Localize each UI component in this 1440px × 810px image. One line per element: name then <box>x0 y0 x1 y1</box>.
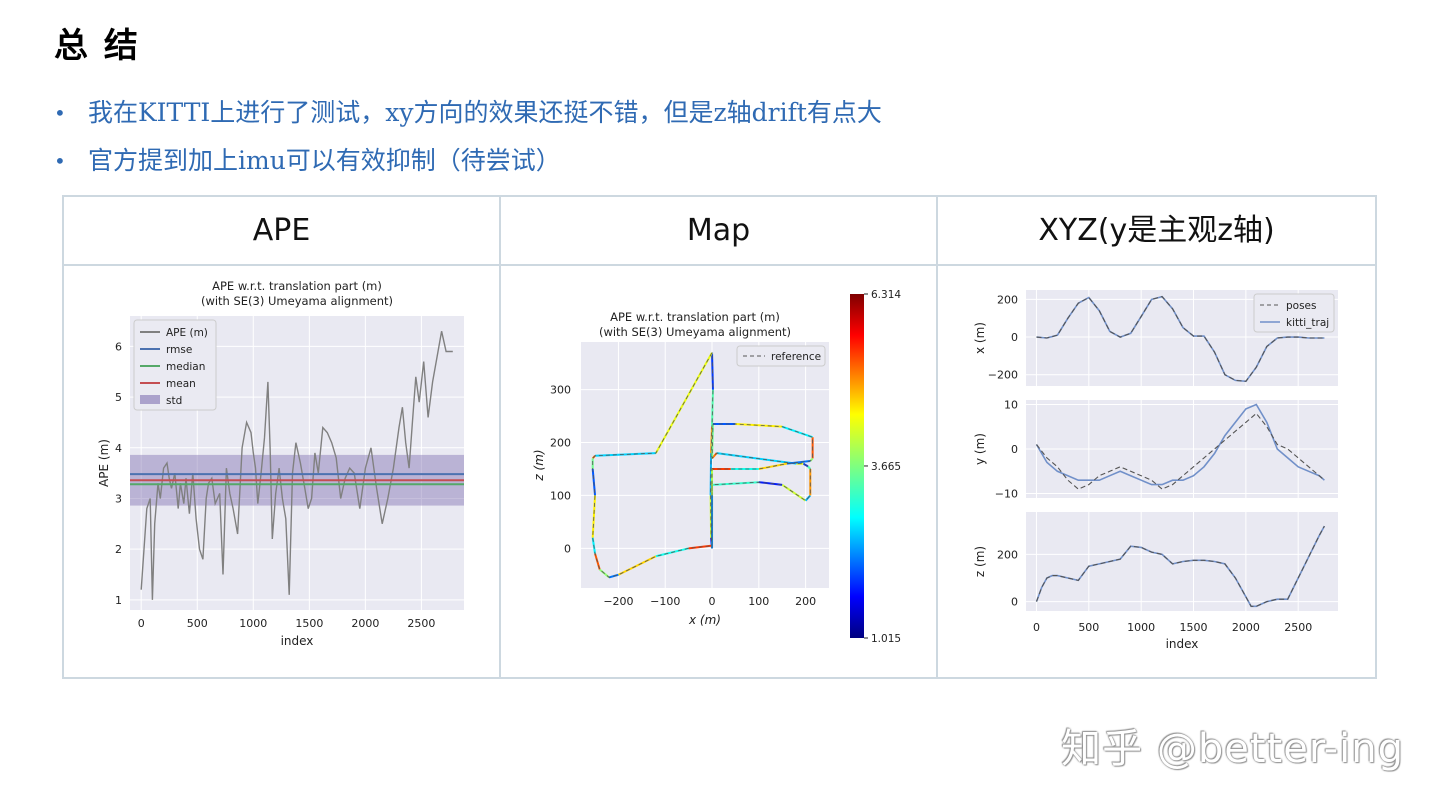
x-tick-label: 2000 <box>351 617 379 630</box>
y-tick-label: −200 <box>988 369 1018 382</box>
legend-label: median <box>166 361 205 373</box>
x-tick-label: 0 <box>709 595 716 608</box>
x-tick-label: 1000 <box>1127 621 1155 634</box>
legend-label: std <box>166 395 182 407</box>
bullet-list: • 我在KITTI上进行了测试，xy方向的效果还挺不错，但是z轴drift有点大 … <box>54 94 882 190</box>
colorbar-tick-label: 6.314 <box>871 289 901 301</box>
bullet-text: 官方提到加上imu可以有效抑制（待尝试） <box>88 146 561 175</box>
column-ape: APE 0 500 1000 1500 2000 2500 1 2 3 4 5 6 APE w.r.t.… <box>64 197 501 677</box>
chart-title: APE w.r.t. translation part (m) <box>212 279 382 293</box>
chart-subtitle: (with SE(3) Umeyama alignment) <box>599 325 791 339</box>
map-chart: −200 −100 0 100 200 0 100 200 300 APE w.r.t. tran… <box>532 289 901 645</box>
y-tick-label: 0 <box>1011 596 1018 609</box>
ape-chart: 0 500 1000 1500 2000 2500 1 2 3 4 5 6 APE w.r.t. tra… <box>97 279 464 648</box>
y-tick-label: 0 <box>1011 443 1018 456</box>
figure-table: APE 0 500 1000 1500 2000 2500 1 2 3 4 5 6 APE w.r.t.… <box>62 195 1377 679</box>
y-tick-label: 6 <box>115 340 122 353</box>
x-tick-label: 0 <box>138 617 145 630</box>
y-tick-label: −10 <box>995 488 1018 501</box>
column-map: Map −200 −100 0 100 200 0 100 200 300 APE w.r.t. … <box>501 197 938 677</box>
series-line-poses <box>1035 525 1325 607</box>
y-axis-label: APE (m) <box>97 439 111 487</box>
series-line-reference <box>592 351 814 578</box>
column-header-xyz: XYZ(y是主观z轴) <box>938 197 1375 266</box>
series-line-kitti-traj <box>1035 403 1325 486</box>
bullet-dot-icon: • <box>54 101 66 125</box>
y-tick-label: 0 <box>1011 331 1018 344</box>
y-tick-label: 4 <box>115 442 122 455</box>
y-axis-label: z (m) <box>973 546 987 577</box>
trajectory-segment <box>594 452 656 457</box>
y-tick-label: 0 <box>564 542 571 555</box>
bullet-item: • 我在KITTI上进行了测试，xy方向的效果还挺不错，但是z轴drift有点大 <box>54 94 882 142</box>
chart-subtitle: (with SE(3) Umeyama alignment) <box>201 294 393 308</box>
column-xyz: XYZ(y是主观z轴) 200 0 −200 x (m) 10 0 −10 y (m) 200 0… <box>938 197 1375 677</box>
column-header-map: Map <box>501 197 936 266</box>
legend-swatch <box>140 395 160 404</box>
y-tick-label: 10 <box>1004 398 1018 411</box>
trajectory-segment <box>617 555 657 576</box>
legend-label: APE (m) <box>166 327 208 339</box>
bullet-text: 我在KITTI上进行了测试，xy方向的效果还挺不错，但是z轴drift有点大 <box>88 98 882 127</box>
bullet-item: • 官方提到加上imu可以有效抑制（待尝试） <box>54 142 882 190</box>
legend-label: reference <box>771 351 821 363</box>
series-line-poses <box>1036 295 1325 382</box>
x-tick-label: 2500 <box>407 617 435 630</box>
y-tick-label: 300 <box>550 384 571 397</box>
slide-title: 总 结 <box>54 26 140 66</box>
trajectory-segment <box>591 495 597 538</box>
x-tick-label: −100 <box>650 595 680 608</box>
x-tick-label: 200 <box>795 595 816 608</box>
x-tick-label: 2000 <box>1232 621 1260 634</box>
y-tick-label: 200 <box>997 548 1018 561</box>
x-axis-label: index <box>1166 637 1199 651</box>
legend-label: mean <box>166 378 196 390</box>
y-tick-label: 200 <box>997 293 1018 306</box>
bullet-dot-icon: • <box>54 149 66 173</box>
x-axis-label: index <box>281 634 314 648</box>
y-axis-label: x (m) <box>973 322 987 354</box>
legend-label: rmse <box>166 344 192 356</box>
y-tick-label: 200 <box>550 437 571 450</box>
legend: APE (m) rmse median mean std <box>133 319 217 411</box>
y-tick-label: 2 <box>115 543 122 556</box>
colorbar <box>850 294 864 638</box>
colorbar-tick-label: 1.015 <box>871 633 901 645</box>
series-line-ape <box>140 331 453 600</box>
x-tick-label: 0 <box>1033 621 1040 634</box>
trajectory-segment <box>807 465 812 470</box>
legend-label: poses <box>1286 300 1317 312</box>
x-tick-label: 2500 <box>1284 621 1312 634</box>
colorbar-tick-label: 3.665 <box>871 461 901 473</box>
x-tick-label: −200 <box>603 595 633 608</box>
chart-title: APE w.r.t. translation part (m) <box>610 310 780 324</box>
x-tick-label: 500 <box>187 617 208 630</box>
legend-label: kitti_traj <box>1286 317 1329 329</box>
x-tick-label: 1500 <box>1180 621 1208 634</box>
watermark: 知乎 @better-ing <box>1061 726 1404 772</box>
x-axis-label: x (m) <box>688 613 721 627</box>
x-tick-label: 500 <box>1078 621 1099 634</box>
column-header-ape: APE <box>64 197 499 266</box>
x-tick-label: 1000 <box>239 617 267 630</box>
y-axis-label: y (m) <box>973 433 987 465</box>
y-tick-label: 5 <box>115 391 122 404</box>
y-axis-label: z (m) <box>532 449 546 481</box>
legend-box <box>736 345 826 367</box>
x-tick-label: 100 <box>748 595 769 608</box>
legend-box <box>133 319 217 411</box>
y-tick-label: 3 <box>115 492 122 505</box>
x-tick-label: 1500 <box>295 617 323 630</box>
y-tick-label: 100 <box>550 489 571 502</box>
y-tick-label: 1 <box>115 594 122 607</box>
